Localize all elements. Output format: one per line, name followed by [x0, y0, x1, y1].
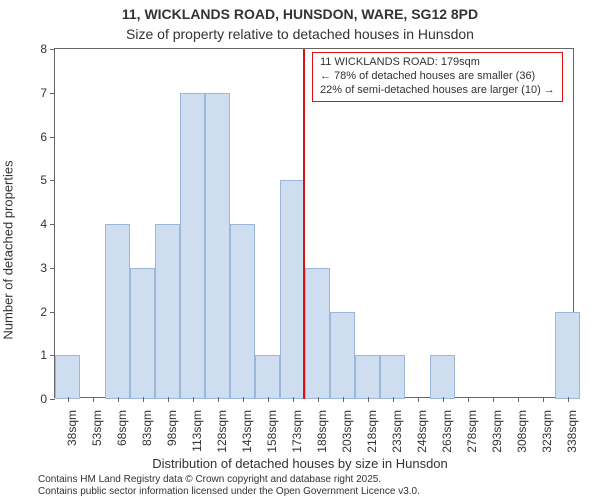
chart-title: 11, WICKLANDS ROAD, HUNSDON, WARE, SG12 …	[0, 6, 600, 22]
reference-line	[303, 49, 305, 399]
x-tick-label: 233sqm	[390, 410, 404, 453]
legend-line-1: 11 WICKLANDS ROAD: 179sqm	[320, 56, 555, 70]
x-tick	[143, 397, 144, 402]
x-tick-label: 98sqm	[165, 410, 179, 446]
x-tick-label: 263sqm	[440, 410, 454, 453]
x-tick-label: 38sqm	[65, 410, 79, 446]
histogram-bar	[555, 312, 580, 400]
x-tick-label: 83sqm	[140, 410, 154, 446]
x-tick-label: 113sqm	[190, 410, 204, 452]
chart-subtitle: Size of property relative to detached ho…	[0, 26, 600, 42]
y-axis-label: Number of detached properties	[1, 160, 16, 339]
x-tick-label: 338sqm	[565, 410, 579, 453]
x-tick-label: 278sqm	[465, 410, 479, 453]
y-tick	[50, 312, 55, 313]
x-tick	[468, 397, 469, 402]
x-tick-label: 53sqm	[90, 410, 104, 446]
y-tick-label: 4	[40, 217, 47, 231]
y-tick	[50, 93, 55, 94]
x-tick-label: 218sqm	[365, 410, 379, 453]
y-tick-label: 7	[40, 86, 47, 100]
x-tick	[218, 397, 219, 402]
y-tick-label: 1	[40, 348, 47, 362]
y-tick	[50, 399, 55, 400]
histogram-bar	[280, 180, 305, 399]
x-tick	[443, 397, 444, 402]
x-tick	[393, 397, 394, 402]
x-tick-label: 293sqm	[490, 410, 504, 453]
x-tick	[568, 397, 569, 402]
x-tick	[243, 397, 244, 402]
x-tick	[493, 397, 494, 402]
y-tick-label: 5	[40, 173, 47, 187]
x-tick-label: 158sqm	[265, 410, 279, 453]
x-tick-label: 308sqm	[515, 410, 529, 453]
x-tick	[93, 397, 94, 402]
x-tick-label: 188sqm	[315, 410, 329, 453]
histogram-bar	[305, 268, 330, 399]
histogram-bar	[230, 224, 255, 399]
y-tick-label: 2	[40, 305, 47, 319]
x-tick-label: 128sqm	[215, 410, 229, 453]
histogram-bar	[355, 355, 380, 399]
histogram-bar	[380, 355, 405, 399]
x-tick-label: 203sqm	[340, 410, 354, 453]
x-tick	[418, 397, 419, 402]
x-tick	[68, 397, 69, 402]
histogram-bar	[180, 93, 205, 399]
y-tick-label: 6	[40, 130, 47, 144]
x-tick-label: 323sqm	[540, 410, 554, 453]
footer-line-1: Contains HM Land Registry data © Crown c…	[38, 474, 381, 485]
legend-line-2: ← 78% of detached houses are smaller (36…	[320, 70, 555, 84]
y-tick-label: 8	[40, 42, 47, 56]
histogram-bar	[105, 224, 130, 399]
x-tick	[118, 397, 119, 402]
histogram-bar	[155, 224, 180, 399]
histogram-bar	[430, 355, 455, 399]
footer-line-2: Contains public sector information licen…	[38, 486, 420, 497]
histogram-bar	[205, 93, 230, 399]
x-tick	[543, 397, 544, 402]
y-tick	[50, 180, 55, 181]
histogram-bar	[130, 268, 155, 399]
y-tick	[50, 49, 55, 50]
x-axis-label: Distribution of detached houses by size …	[0, 456, 600, 471]
histogram-bar	[55, 355, 80, 399]
x-tick	[193, 397, 194, 402]
x-tick-label: 248sqm	[415, 410, 429, 453]
legend-box: 11 WICKLANDS ROAD: 179sqm ← 78% of detac…	[312, 52, 563, 102]
histogram-bar	[330, 312, 355, 400]
x-tick	[268, 397, 269, 402]
y-tick	[50, 355, 55, 356]
legend-line-3: 22% of semi-detached houses are larger (…	[320, 84, 555, 98]
y-tick	[50, 268, 55, 269]
x-tick-label: 173sqm	[290, 410, 304, 453]
x-tick	[518, 397, 519, 402]
x-tick-label: 143sqm	[240, 410, 254, 453]
x-tick	[368, 397, 369, 402]
y-tick	[50, 224, 55, 225]
histogram-bar	[255, 355, 280, 399]
x-tick	[343, 397, 344, 402]
x-tick	[293, 397, 294, 402]
x-tick	[318, 397, 319, 402]
y-tick	[50, 137, 55, 138]
y-tick-label: 0	[40, 392, 47, 406]
y-tick-label: 3	[40, 261, 47, 275]
x-tick	[168, 397, 169, 402]
x-tick-label: 68sqm	[115, 410, 129, 446]
